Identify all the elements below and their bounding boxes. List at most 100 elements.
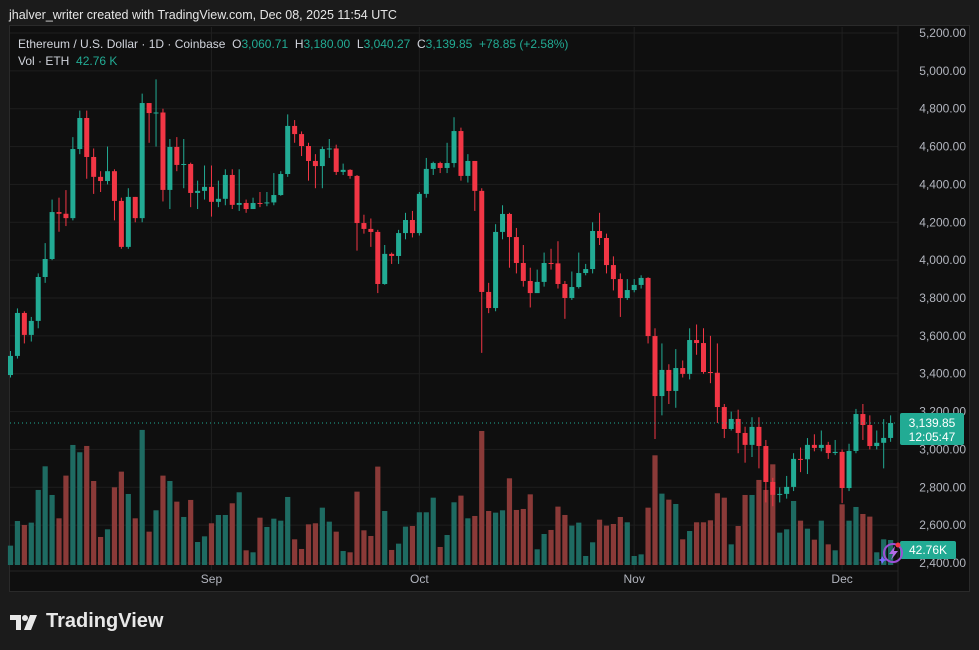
chart-credit: jhalver_writer created with TradingView.…	[9, 8, 397, 22]
candle-body	[534, 281, 540, 294]
candle-body	[118, 200, 124, 247]
candle	[444, 142, 450, 174]
price-chart[interactable]: 5,200.00 5,000.00 4,800.00 4,600.00 4,400.00…	[0, 0, 979, 600]
candle-body	[652, 336, 658, 397]
candle-body	[784, 486, 790, 494]
candle-body	[409, 220, 415, 234]
volume-bar	[160, 475, 166, 565]
price-tick-label: 4,800.00	[919, 102, 966, 116]
candle	[597, 212, 603, 245]
candle-body	[486, 291, 492, 309]
candle	[305, 142, 311, 181]
volume-bar	[132, 518, 138, 565]
candle	[202, 165, 208, 200]
candle	[749, 417, 755, 457]
volume-bar	[146, 531, 152, 565]
candle-body	[56, 212, 62, 214]
volume-bar	[860, 513, 866, 565]
time-tick-label: Dec	[831, 572, 852, 586]
candle	[160, 108, 166, 202]
lightning-assistant-icon[interactable]	[878, 542, 903, 565]
candle	[28, 316, 34, 342]
candle	[409, 210, 415, 238]
candle-body	[458, 131, 464, 176]
volume-bar	[576, 522, 582, 565]
tradingview-logo[interactable]: TradingView	[10, 610, 163, 633]
candle	[181, 139, 187, 189]
volume-bar	[333, 531, 339, 565]
volume-bar	[617, 516, 623, 565]
candle-body	[98, 176, 104, 182]
candle	[49, 199, 55, 261]
volume-bar	[839, 504, 845, 565]
volume-bar	[590, 542, 596, 565]
candle-body	[680, 368, 686, 374]
time-tick-label: Sep	[201, 572, 223, 586]
candle-body	[125, 196, 131, 247]
candle-body	[506, 213, 512, 238]
candle-body	[603, 237, 609, 266]
volume-bar	[229, 503, 235, 565]
volume-bar	[444, 534, 450, 565]
volume-bar	[451, 502, 457, 565]
candle-body	[520, 262, 526, 281]
candle-body	[174, 146, 180, 165]
candle	[486, 282, 492, 314]
volume-bar	[659, 493, 665, 565]
candle-body	[278, 174, 284, 196]
candle	[354, 174, 360, 251]
candle	[396, 229, 402, 264]
candle-body	[202, 186, 208, 191]
candle-body	[867, 425, 873, 447]
candle	[527, 267, 533, 308]
candle	[479, 188, 485, 353]
volume-bar	[97, 536, 104, 565]
candle	[416, 192, 422, 236]
volume-bar	[493, 512, 499, 565]
candle-body	[188, 163, 194, 193]
candle-body	[222, 174, 228, 199]
candle-body	[105, 171, 111, 182]
candle	[389, 252, 395, 264]
candle-body	[132, 196, 138, 219]
time-tick-label: Nov	[624, 572, 645, 586]
volume-bar	[707, 520, 714, 565]
candle	[347, 169, 353, 179]
symbol-title[interactable]: Ethereum / U.S. Dollar · 1D · Coinbase	[18, 37, 226, 51]
volume-bar	[673, 503, 679, 565]
candle-body	[361, 223, 367, 229]
candle	[105, 146, 111, 185]
candle	[832, 439, 838, 456]
candle	[555, 241, 561, 289]
candle-body	[742, 432, 748, 445]
candle-body	[416, 193, 422, 234]
volume-legend-value: 42.76 K	[76, 54, 118, 68]
candle-body	[368, 228, 374, 232]
candle	[742, 426, 748, 463]
volume-label[interactable]: Vol · ETH	[18, 54, 70, 68]
candle	[458, 127, 464, 181]
candle	[707, 335, 713, 384]
volume-row: Vol · ETH 42.76 K	[18, 53, 568, 70]
candle	[860, 404, 866, 440]
candle-body	[673, 368, 679, 391]
candle	[125, 188, 131, 249]
last-price-value: 3,139.85	[909, 416, 956, 430]
volume-bar	[513, 509, 519, 565]
candle	[437, 161, 443, 174]
candle	[174, 137, 180, 172]
candle-body	[333, 148, 339, 172]
candle	[139, 93, 145, 223]
price-tick-label: 2,800.00	[919, 480, 966, 494]
volume-bar	[534, 549, 540, 565]
candle	[666, 364, 672, 404]
volume-bar	[797, 520, 804, 565]
volume-bar	[21, 524, 27, 565]
price-tick-label: 4,400.00	[919, 177, 966, 191]
candle	[513, 227, 519, 274]
candle-body	[208, 186, 214, 202]
candle-body	[465, 160, 471, 176]
candle-body	[437, 163, 443, 168]
volume-bar	[340, 551, 346, 565]
price-tick-label: 2,400.00	[919, 556, 966, 570]
